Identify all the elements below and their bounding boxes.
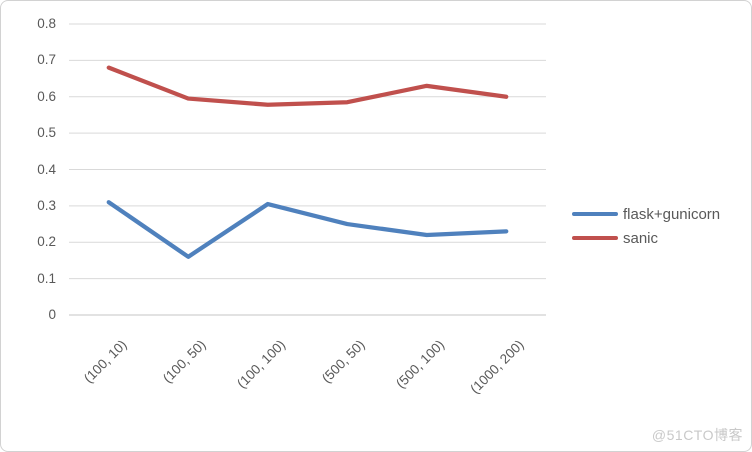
legend-entry-sanic: sanic bbox=[572, 226, 720, 250]
legend-label: sanic bbox=[623, 229, 659, 247]
legend-label: flask+gunicorn bbox=[623, 205, 721, 223]
watermark: @51CTO博客 bbox=[651, 427, 743, 443]
legend-line-swatch bbox=[572, 212, 618, 216]
series-line-sanic bbox=[106, 65, 509, 107]
y-tick-label: 0.8 bbox=[37, 16, 56, 31]
y-tick-label: 0.1 bbox=[37, 270, 56, 286]
y-tick-label: 0.3 bbox=[37, 197, 56, 213]
y-tick-label: 0.6 bbox=[37, 88, 56, 104]
y-tick-label: 0.4 bbox=[37, 161, 56, 177]
legend: flask+gunicorn sanic bbox=[572, 202, 720, 250]
legend-entry-flask+gunicorn: flask+gunicorn bbox=[572, 202, 720, 226]
series-line-flask+gunicorn bbox=[106, 200, 509, 259]
y-tick-label: 0.5 bbox=[37, 125, 56, 141]
legend-line-swatch bbox=[572, 236, 618, 240]
y-tick-label: 0 bbox=[48, 307, 56, 322]
y-tick-label: 0.7 bbox=[37, 52, 56, 68]
y-tick-label: 0.2 bbox=[37, 234, 56, 250]
